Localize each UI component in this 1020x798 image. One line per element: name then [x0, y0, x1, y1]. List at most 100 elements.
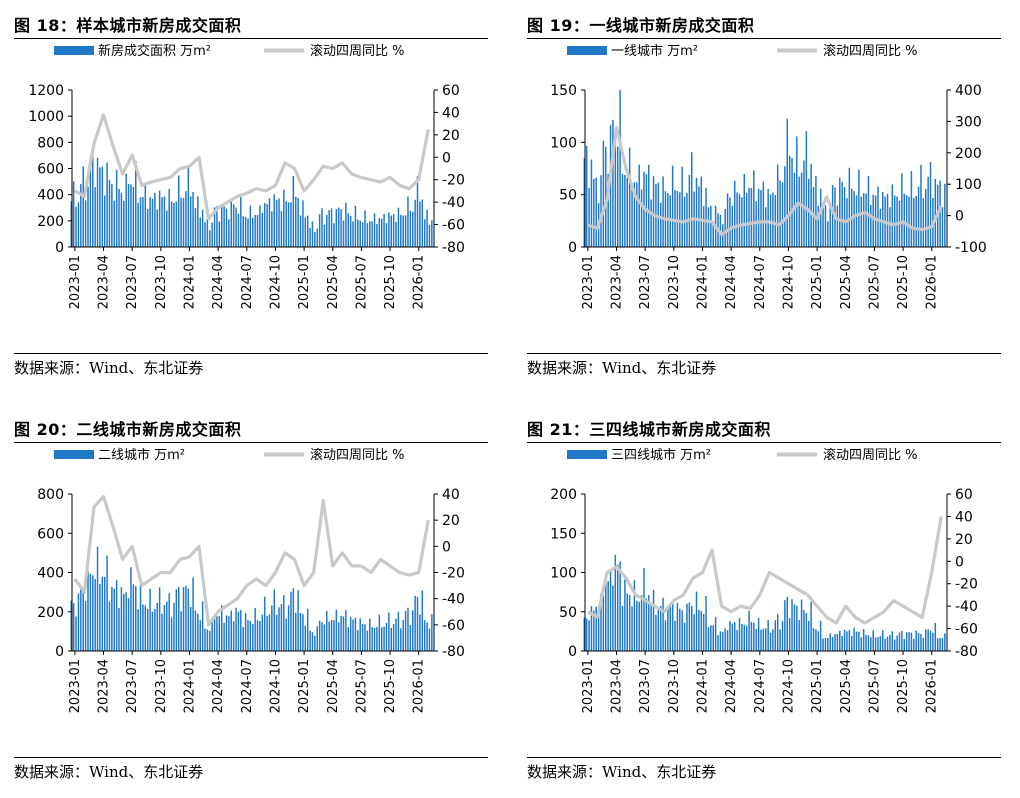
bar: [810, 601, 812, 651]
bar: [275, 199, 278, 247]
bar: [753, 622, 755, 651]
bar: [932, 632, 934, 651]
right-tick-label: 400: [955, 83, 982, 99]
right-tick-label: 40: [442, 105, 460, 121]
bar: [609, 570, 612, 651]
bar: [724, 628, 726, 651]
bar: [266, 204, 268, 247]
right-tick-label: -60: [955, 622, 978, 638]
bar: [80, 587, 82, 651]
bar: [70, 600, 73, 651]
bar: [896, 196, 898, 247]
legend-line-label: 滚动四周同比 %: [310, 43, 405, 59]
bar: [108, 601, 111, 651]
bar: [667, 607, 669, 651]
left-tick-label: 50: [559, 188, 577, 204]
bar: [316, 626, 318, 651]
bar: [273, 194, 275, 247]
bar: [115, 580, 118, 651]
bar: [275, 614, 278, 651]
x-tick-label: 2025-10: [896, 659, 911, 713]
bar: [917, 186, 920, 247]
bar: [357, 630, 359, 651]
bar: [178, 175, 180, 247]
bar: [421, 199, 424, 247]
bar: [235, 207, 237, 247]
bar: [278, 198, 280, 247]
left-tick-label: 1200: [28, 83, 64, 99]
bar: [192, 577, 194, 651]
bar: [817, 631, 820, 651]
bar: [843, 186, 846, 247]
bar: [416, 176, 419, 247]
bar: [201, 209, 204, 247]
bar: [712, 221, 714, 247]
x-tick-label: 2025-01: [810, 659, 825, 713]
bar: [765, 628, 767, 651]
bar: [380, 627, 383, 651]
bar: [736, 192, 738, 247]
bar: [426, 209, 428, 247]
bar: [268, 198, 271, 247]
bar: [89, 573, 92, 651]
bar: [178, 586, 180, 651]
bar: [285, 618, 287, 651]
bar: [173, 202, 175, 247]
bar: [94, 579, 96, 651]
legend-bar-swatch: [54, 46, 94, 55]
bar: [244, 613, 247, 651]
x-tick-label: 2026-01: [925, 255, 940, 309]
bar: [700, 611, 703, 651]
bar: [781, 621, 784, 651]
bar: [328, 210, 330, 247]
bar: [249, 205, 252, 247]
bar: [698, 609, 700, 651]
bar: [407, 607, 409, 651]
bar: [841, 636, 843, 651]
bar: [707, 627, 710, 651]
x-tick-label: 2026-01: [925, 659, 940, 713]
bar: [113, 200, 115, 247]
bar-series: [70, 144, 433, 247]
left-tick-label: 600: [37, 162, 64, 178]
bar: [354, 617, 357, 651]
bar: [142, 197, 144, 247]
bar: [645, 598, 648, 651]
bar: [349, 616, 352, 651]
bar: [688, 602, 691, 651]
bar: [896, 635, 898, 651]
bar: [383, 626, 385, 651]
bar: [901, 630, 903, 651]
axes: 0 50 100 150 200 -80 -60 -40 -20 0 20 40 60 2023-01 20…: [550, 487, 978, 713]
x-tick-label: 2024-07: [753, 255, 768, 309]
bar: [254, 608, 256, 651]
bar: [652, 176, 655, 247]
bar: [216, 615, 218, 651]
right-tick-label: 60: [955, 487, 973, 503]
x-tick-label: 2025-07: [354, 659, 369, 713]
bar: [199, 217, 201, 247]
bar: [870, 637, 872, 651]
bar: [893, 639, 896, 651]
chart-title: 图 19：一线城市新房成交面积: [527, 16, 755, 35]
bar: [111, 184, 113, 247]
chart-panel-19: 图 19：一线城市新房成交面积 一线城市 万m² 滚动四周同比 % 0 50 100 15…: [527, 2, 1001, 384]
bar: [891, 631, 894, 651]
bar: [326, 611, 328, 651]
bar: [640, 595, 643, 651]
bar: [256, 214, 259, 247]
bar: [707, 207, 710, 247]
bar: [695, 591, 698, 651]
bar: [156, 602, 158, 651]
bar: [151, 611, 154, 651]
bar: [600, 175, 602, 247]
bar: [719, 631, 722, 651]
x-tick-label: 2023-07: [638, 659, 653, 713]
left-tick-label: 200: [37, 214, 64, 230]
bar: [767, 620, 769, 651]
bar: [812, 628, 815, 651]
bar: [944, 633, 946, 651]
bar: [146, 608, 149, 651]
bar: [867, 635, 870, 651]
bar: [886, 636, 889, 651]
